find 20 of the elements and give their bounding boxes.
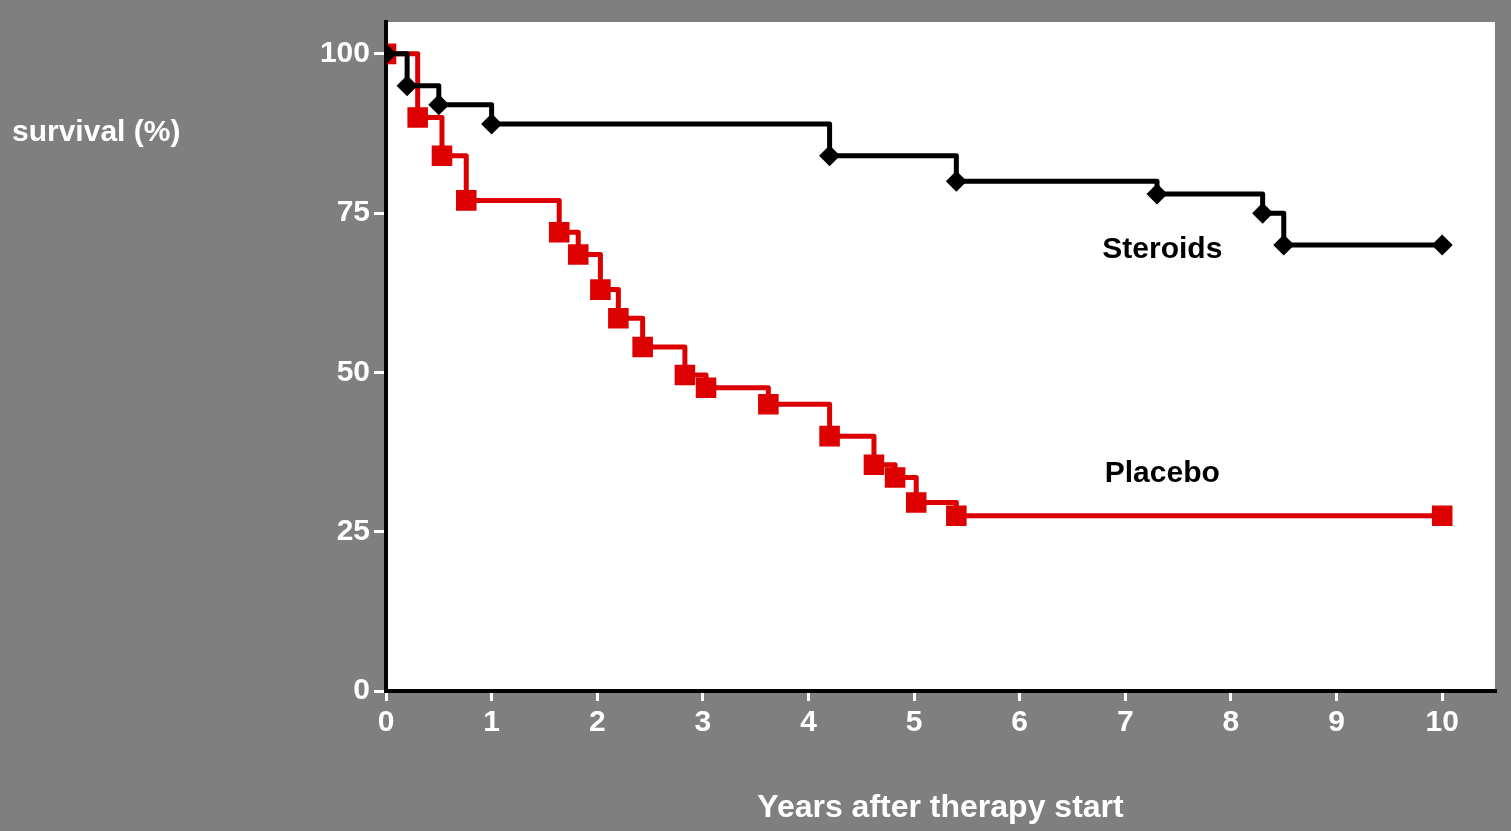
x-tick-label: 2 [588,704,606,738]
x-tick-label: 8 [1222,704,1240,738]
x-tick-label: 7 [1116,704,1134,738]
series-label: Steroids [1102,231,1223,265]
x-tick-label: 1 [483,704,500,738]
y-tick-label: 0 [353,672,370,706]
x-tick-label: 0 [377,704,395,738]
y-tick-label: 50 [336,353,370,387]
series-label: Placebo [1104,455,1220,489]
x-tick-label: 4 [800,704,818,738]
y-tick-label: 100 [319,35,370,69]
y-axis-title: survival (%) [12,114,181,148]
y-tick-label: 25 [336,512,370,546]
x-tick-label: 6 [1011,704,1029,738]
y-tick-label: 75 [336,194,370,228]
x-tick-label: 3 [694,704,712,738]
x-tick-label: 10 [1425,704,1459,738]
x-tick-label: 5 [905,704,923,738]
x-axis-title: Years after therapy start [757,787,1125,824]
x-tick-label: 9 [1328,704,1345,738]
